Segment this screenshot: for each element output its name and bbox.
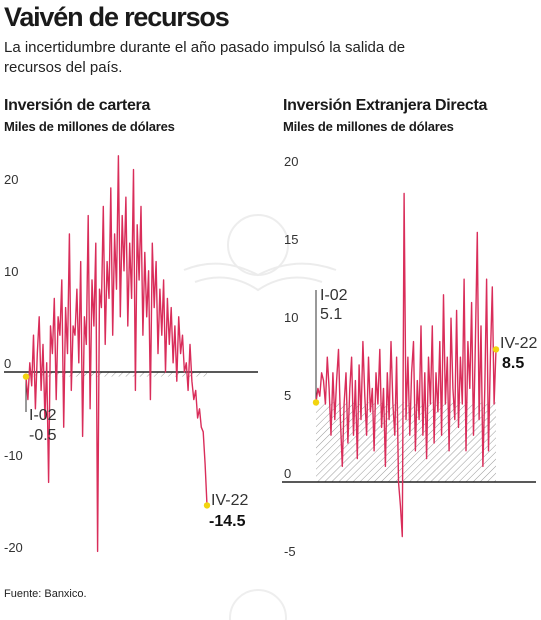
left-y-tick-label: -10 bbox=[4, 448, 23, 463]
right-start-marker bbox=[312, 399, 320, 406]
right-y-tick-label: 0 bbox=[284, 466, 291, 481]
source-note: Fuente: Banxico. bbox=[4, 588, 87, 600]
left-chart-title: Inversión de cartera bbox=[4, 97, 151, 114]
right-y-tick-label: 5 bbox=[284, 388, 291, 403]
right-end-marker bbox=[492, 346, 500, 353]
right-y-tick-label: 15 bbox=[284, 232, 298, 247]
right-end-value-label: 8.5 bbox=[502, 355, 524, 372]
left-y-tick-label: 10 bbox=[4, 264, 18, 279]
right-chart-title: Inversión Extranjera Directa bbox=[283, 97, 488, 114]
watermark-emblem bbox=[183, 214, 337, 292]
left-start-value-label: -0.5 bbox=[29, 427, 57, 444]
chart-inversion-cartera: -20 -10 0 10 20 I-02 -0.5 IV-22 -14.5 bbox=[4, 155, 258, 555]
left-y-tick-label: -20 bbox=[4, 540, 23, 555]
left-chart-units: Miles de millones de dólares bbox=[4, 119, 175, 134]
left-hatch-area bbox=[26, 372, 207, 377]
left-end-period-label: IV-22 bbox=[211, 492, 248, 509]
right-chart-units: Miles de millones de dólares bbox=[283, 119, 454, 134]
watermark-emblem-bottom bbox=[229, 589, 287, 620]
left-series-line bbox=[25, 155, 208, 553]
left-y-tick-label: 20 bbox=[4, 172, 18, 187]
headline: Vaivén de recursos bbox=[4, 2, 230, 32]
left-start-marker bbox=[22, 373, 30, 380]
left-end-value-label: -14.5 bbox=[209, 513, 246, 530]
right-end-period-label: IV-22 bbox=[500, 335, 537, 352]
subtitle: La incertidumbre durante el año pasado i… bbox=[4, 39, 406, 76]
right-y-tick-label: -5 bbox=[284, 544, 296, 559]
right-y-tick-label: 20 bbox=[284, 154, 298, 169]
left-start-period-label: I-02 bbox=[29, 407, 57, 424]
left-y-tick-label: 0 bbox=[4, 356, 11, 371]
right-start-period-label: I-02 bbox=[320, 287, 348, 304]
chart-inversion-extranjera-directa: -5 0 5 10 15 20 I-02 5.1 IV-22 8.5 bbox=[282, 154, 537, 559]
left-end-marker bbox=[203, 502, 211, 509]
right-y-tick-label: 10 bbox=[284, 310, 298, 325]
right-start-value-label: 5.1 bbox=[320, 306, 342, 323]
right-series-line bbox=[315, 192, 497, 538]
